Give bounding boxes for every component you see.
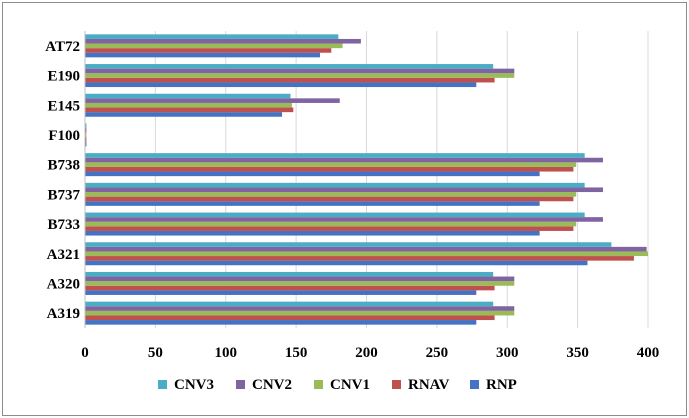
tick-labels: 0 50 100 150 200 250 300 350 400 A319 A320 A321 B733… [45, 39, 659, 361]
bar-cnv2-a320 [85, 276, 515, 282]
bar-cnv3-a320 [85, 271, 494, 277]
y-tick-label: F100 [48, 128, 80, 144]
bar-cnv3-e145 [85, 93, 291, 99]
bar-rnav-a319 [85, 315, 495, 321]
x-tick-label: 250 [426, 345, 449, 361]
legend-swatch-cnv3 [158, 380, 167, 389]
bar-rnp-at72 [85, 52, 321, 58]
bar-cnv2-a321 [85, 246, 647, 252]
bar-cnv3-e190 [85, 64, 494, 69]
bar-rnav-at72 [85, 48, 332, 53]
x-tick-label: 400 [637, 345, 660, 361]
bar-rnp-b738 [85, 171, 540, 177]
y-tick-label: B737 [47, 187, 80, 203]
bar-rnav-f100 [85, 137, 87, 142]
bar-cnv1-f100 [85, 132, 87, 138]
bar-rnav-b738 [85, 166, 574, 172]
y-tick-label: E145 [47, 98, 80, 114]
bar-rnav-b737 [85, 196, 574, 202]
x-tick-label: 300 [496, 345, 519, 361]
legend-swatch-cnv1 [314, 380, 323, 389]
bar-cnv1-a321 [85, 251, 648, 257]
bar-chart: 0 50 100 150 200 250 300 350 400 A319 A320 A321 B733… [45, 31, 659, 393]
bar-cnv3-a321 [85, 242, 612, 247]
x-tick-label: 0 [81, 345, 89, 361]
y-tick-label: B733 [47, 217, 80, 233]
bar-cnv3-f100 [85, 123, 87, 129]
bar-cnv2-e190 [85, 68, 515, 74]
bar-cnv1-b738 [85, 162, 577, 167]
bar-cnv2-b737 [85, 187, 603, 193]
bar-cnv2-a319 [85, 306, 515, 311]
y-tick-label: A319 [47, 306, 80, 322]
x-tick-label: 350 [566, 345, 589, 361]
legend-label-rnav: RNAV [408, 377, 450, 393]
bars [85, 34, 648, 325]
legend-swatch-cnv2 [236, 380, 245, 389]
bar-cnv3-a319 [85, 301, 494, 307]
legend-label-cnv2: CNV2 [252, 377, 292, 393]
bar-cnv2-e145 [85, 98, 340, 103]
bar-cnv2-b738 [85, 157, 603, 163]
bar-cnv1-b737 [85, 192, 577, 197]
x-tick-label: 150 [285, 345, 308, 361]
bar-cnv2-f100 [85, 128, 87, 133]
legend: CNV3 CNV2 CNV1 RNAV RNP [158, 377, 517, 393]
bar-rnp-f100 [85, 141, 87, 147]
y-tick-label: A320 [47, 276, 80, 292]
legend-label-rnp: RNP [486, 377, 517, 393]
bar-rnp-a321 [85, 260, 588, 266]
bar-rnav-e190 [85, 77, 495, 83]
bar-rnp-b733 [85, 230, 540, 236]
y-tick-label: AT72 [45, 39, 80, 55]
bar-rnp-e190 [85, 82, 477, 88]
x-tick-label: 100 [215, 345, 238, 361]
legend-swatch-rnav [392, 380, 401, 389]
bar-cnv1-e145 [85, 102, 292, 108]
bar-cnv3-b738 [85, 153, 585, 158]
y-tick-label: A321 [47, 247, 80, 263]
legend-label-cnv3: CNV3 [174, 377, 214, 393]
y-tick-label: B738 [47, 158, 80, 174]
bar-cnv2-b733 [85, 217, 603, 222]
y-tick-label: E190 [47, 69, 80, 85]
bar-rnp-a320 [85, 290, 477, 295]
bar-cnv3-at72 [85, 34, 339, 39]
legend-swatch-rnp [470, 380, 479, 389]
bar-cnv1-a319 [85, 310, 515, 316]
bar-rnp-a319 [85, 320, 477, 325]
bar-rnav-b733 [85, 226, 574, 231]
bar-cnv3-b733 [85, 212, 585, 218]
bar-cnv1-e190 [85, 73, 515, 78]
bar-cnv1-at72 [85, 43, 343, 49]
bar-rnav-a321 [85, 256, 634, 261]
bar-cnv2-at72 [85, 38, 361, 44]
x-tick-label: 200 [355, 345, 378, 361]
bar-rnp-b737 [85, 201, 540, 206]
bar-rnav-a320 [85, 285, 495, 291]
bar-rnp-e145 [85, 112, 283, 117]
bar-cnv3-b737 [85, 182, 585, 188]
x-tick-label: 50 [148, 345, 163, 361]
bar-cnv1-a320 [85, 281, 515, 286]
bar-rnav-e145 [85, 107, 294, 113]
legend-label-cnv1: CNV1 [330, 377, 370, 393]
bar-cnv1-b733 [85, 221, 577, 227]
